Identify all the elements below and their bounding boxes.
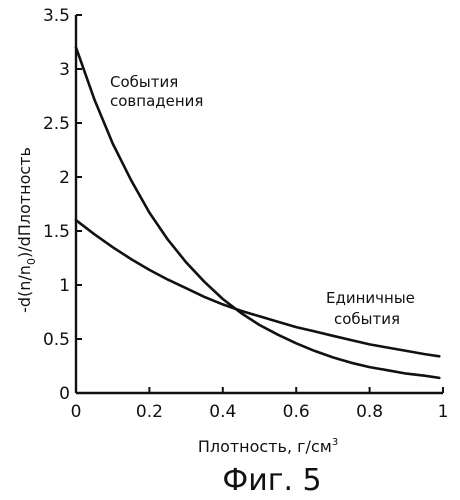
x-tick-label: 1 <box>438 402 449 422</box>
ticks: 0 0.5 1 1.5 2 2.5 3 3.5 0 0.2 0.4 0.6 0.8 1 <box>43 6 448 422</box>
series-label-coincidence-line-2: совпадения <box>110 92 203 110</box>
x-tick-label: 0.2 <box>136 402 163 422</box>
y-tick-label: 0 <box>59 384 70 404</box>
y-tick-label: 3.5 <box>43 6 70 26</box>
y-tick-label: 1 <box>59 276 70 296</box>
x-tick-label: 0.8 <box>356 402 383 422</box>
figure-caption: Фиг. 5 <box>222 463 321 498</box>
single-events-line <box>74 218 441 358</box>
axes <box>74 15 443 395</box>
y-tick-label: 2.5 <box>43 114 70 134</box>
curves <box>74 46 441 380</box>
y-tick-label: 3 <box>59 60 70 80</box>
series-label-coincidence-line-1: События <box>110 73 178 91</box>
series-label-single-line-2: события <box>334 310 400 328</box>
y-axis-label: -d(n/n0)/dПлотность <box>15 147 38 313</box>
y-tick-label: 0.5 <box>43 330 70 350</box>
y-tick-label: 1.5 <box>43 222 70 242</box>
x-tick-label: 0.4 <box>209 402 236 422</box>
coincidence-events-line <box>74 46 441 380</box>
x-axis-label: Плотность, г/см3 <box>198 437 338 456</box>
x-tick-label: 0 <box>71 402 82 422</box>
series-label-single-line-1: Единичные <box>326 289 415 307</box>
x-tick-label: 0.6 <box>283 402 310 422</box>
y-tick-label: 2 <box>59 168 70 188</box>
